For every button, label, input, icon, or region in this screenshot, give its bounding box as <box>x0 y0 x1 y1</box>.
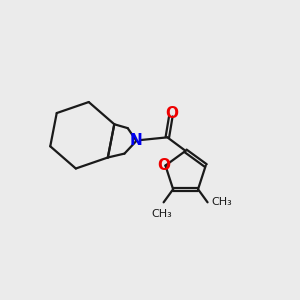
Text: CH₃: CH₃ <box>152 209 172 219</box>
Text: O: O <box>158 158 170 173</box>
Text: CH₃: CH₃ <box>211 197 232 207</box>
Text: N: N <box>130 134 143 148</box>
Text: O: O <box>165 106 178 121</box>
